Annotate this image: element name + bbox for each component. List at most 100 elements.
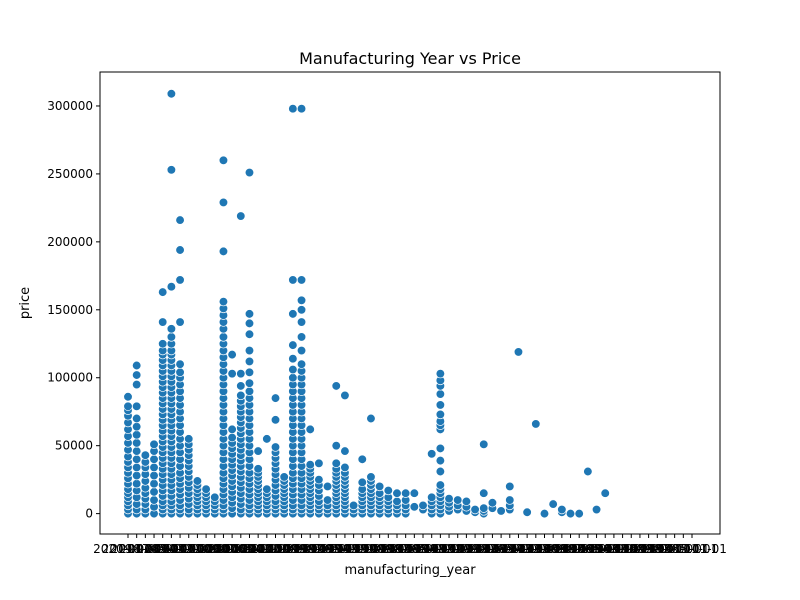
x-tick-label: 2006-01-01 bbox=[215, 542, 285, 556]
data-point bbox=[140, 450, 151, 460]
data-point bbox=[453, 495, 463, 505]
y-tick-label: 200000 bbox=[47, 235, 93, 249]
data-point bbox=[227, 369, 237, 379]
plot-area bbox=[123, 89, 610, 519]
data-point bbox=[288, 309, 298, 319]
x-tick-label: 1974-01-01 bbox=[492, 542, 562, 556]
data-point bbox=[166, 324, 177, 334]
data-point bbox=[149, 487, 159, 497]
data-point bbox=[522, 507, 532, 517]
data-point bbox=[132, 454, 142, 464]
data-point bbox=[296, 345, 307, 356]
x-tick-label: 2003-01-01 bbox=[241, 542, 311, 556]
x-tick-label: 1967-01-01 bbox=[553, 542, 623, 556]
x-tick-label: 2013-01-01 bbox=[154, 542, 224, 556]
data-point bbox=[288, 354, 298, 364]
data-point bbox=[557, 504, 567, 515]
x-axis-label: manufacturing_year bbox=[344, 563, 476, 578]
data-point bbox=[132, 446, 142, 456]
data-point bbox=[175, 367, 185, 377]
data-point bbox=[175, 245, 185, 255]
data-point bbox=[236, 211, 246, 221]
data-point bbox=[357, 454, 367, 464]
x-tick-label: 1998-01-01 bbox=[284, 542, 354, 556]
x-tick-label: 2012-01-01 bbox=[163, 542, 233, 556]
data-point bbox=[244, 167, 255, 178]
data-point bbox=[496, 506, 506, 516]
data-point bbox=[322, 495, 333, 505]
y-axis: 0 50000 100000 150000 200000 250000 300000 bbox=[47, 99, 100, 521]
x-tick-label: 1999-01-01 bbox=[275, 542, 345, 556]
chart-title: Manufacturing Year vs Price bbox=[299, 49, 521, 68]
data-point bbox=[132, 462, 142, 473]
x-tick-label: 1955-01-01 bbox=[657, 542, 727, 556]
x-tick-label: 1977-01-01 bbox=[466, 542, 536, 556]
data-point bbox=[175, 359, 185, 369]
x-tick-label: 2008-01-01 bbox=[197, 542, 267, 556]
data-point bbox=[288, 373, 298, 383]
data-point bbox=[296, 359, 307, 369]
x-tick-label: 2005-01-01 bbox=[223, 542, 293, 556]
data-point bbox=[149, 470, 159, 481]
data-point bbox=[288, 364, 298, 375]
data-point bbox=[175, 275, 185, 285]
data-point bbox=[279, 472, 289, 482]
data-point bbox=[227, 432, 237, 443]
data-point bbox=[132, 422, 142, 432]
x-tick-label: 2014-01-01 bbox=[145, 542, 215, 556]
x-tick-label: 1992-01-01 bbox=[336, 542, 406, 556]
x-tick-label: 1969-01-01 bbox=[536, 542, 606, 556]
data-point bbox=[505, 481, 515, 492]
x-tick-label: 2011-01-01 bbox=[171, 542, 241, 556]
data-point bbox=[132, 438, 142, 448]
data-point bbox=[288, 275, 298, 285]
data-point bbox=[218, 155, 229, 165]
x-tick-label: 1962-01-01 bbox=[596, 542, 666, 556]
data-point bbox=[357, 477, 367, 488]
x-tick-label: 1960-01-01 bbox=[614, 542, 684, 556]
data-point bbox=[132, 479, 142, 489]
data-point bbox=[331, 441, 341, 451]
data-point bbox=[236, 381, 246, 391]
data-point bbox=[296, 275, 307, 285]
data-point bbox=[270, 442, 281, 452]
data-point bbox=[236, 369, 246, 379]
x-tick-label: 2015-01-01 bbox=[137, 542, 207, 556]
x-tick-label: 2009-01-01 bbox=[189, 542, 259, 556]
x-tick-label: 1978-01-01 bbox=[458, 542, 528, 556]
x-tick-label: 2016-01-01 bbox=[128, 542, 198, 556]
data-point bbox=[409, 502, 419, 512]
data-point bbox=[149, 495, 159, 505]
data-point bbox=[149, 479, 159, 489]
x-tick-label: 1961-01-01 bbox=[605, 542, 675, 556]
data-point bbox=[132, 430, 142, 440]
x-tick-label: 2002-01-01 bbox=[249, 542, 319, 556]
data-point bbox=[470, 504, 480, 515]
data-point bbox=[296, 317, 307, 327]
data-point bbox=[565, 508, 576, 519]
data-point bbox=[218, 296, 229, 307]
x-tick-label: 1983-01-01 bbox=[414, 542, 484, 556]
data-point bbox=[331, 458, 341, 468]
data-point bbox=[374, 481, 385, 492]
x-tick-label: 2020-01-01 bbox=[93, 542, 163, 556]
x-tick-label: 1988-01-01 bbox=[371, 542, 441, 556]
data-point bbox=[132, 379, 142, 390]
data-point bbox=[262, 434, 272, 444]
x-tick-label: 2017-01-01 bbox=[119, 542, 189, 556]
data-point bbox=[149, 454, 159, 464]
data-point bbox=[132, 413, 142, 424]
x-tick-label: 2010-01-01 bbox=[180, 542, 250, 556]
x-tick-label: 1965-01-01 bbox=[570, 542, 640, 556]
data-point bbox=[244, 367, 255, 377]
data-point bbox=[574, 508, 584, 519]
data-point bbox=[192, 476, 203, 486]
data-point bbox=[314, 458, 324, 468]
data-point bbox=[166, 89, 177, 99]
data-point bbox=[383, 485, 393, 496]
data-point bbox=[305, 460, 315, 470]
x-tick-label: 1959-01-01 bbox=[622, 542, 692, 556]
data-point bbox=[427, 492, 437, 502]
data-point bbox=[218, 197, 229, 208]
x-tick-label: 1970-01-01 bbox=[527, 542, 597, 556]
